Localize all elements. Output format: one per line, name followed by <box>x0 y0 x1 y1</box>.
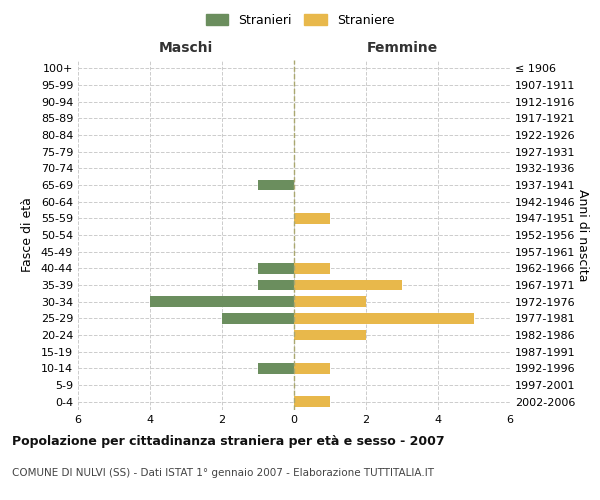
Text: Maschi: Maschi <box>159 41 213 55</box>
Bar <box>258 263 294 274</box>
Bar <box>222 313 294 324</box>
Text: Popolazione per cittadinanza straniera per età e sesso - 2007: Popolazione per cittadinanza straniera p… <box>12 435 445 448</box>
Bar <box>294 313 474 324</box>
Y-axis label: Fasce di età: Fasce di età <box>21 198 34 272</box>
Bar <box>294 296 366 307</box>
Bar <box>150 296 294 307</box>
Legend: Stranieri, Straniere: Stranieri, Straniere <box>201 8 399 32</box>
Bar <box>258 363 294 374</box>
Text: COMUNE DI NULVI (SS) - Dati ISTAT 1° gennaio 2007 - Elaborazione TUTTITALIA.IT: COMUNE DI NULVI (SS) - Dati ISTAT 1° gen… <box>12 468 434 477</box>
Bar <box>258 180 294 190</box>
Bar <box>258 280 294 290</box>
Bar <box>294 213 330 224</box>
Text: Femmine: Femmine <box>367 41 437 55</box>
Bar <box>294 363 330 374</box>
Bar <box>294 263 330 274</box>
Bar <box>294 330 366 340</box>
Bar <box>294 280 402 290</box>
Y-axis label: Anni di nascita: Anni di nascita <box>577 188 589 281</box>
Bar <box>294 396 330 407</box>
